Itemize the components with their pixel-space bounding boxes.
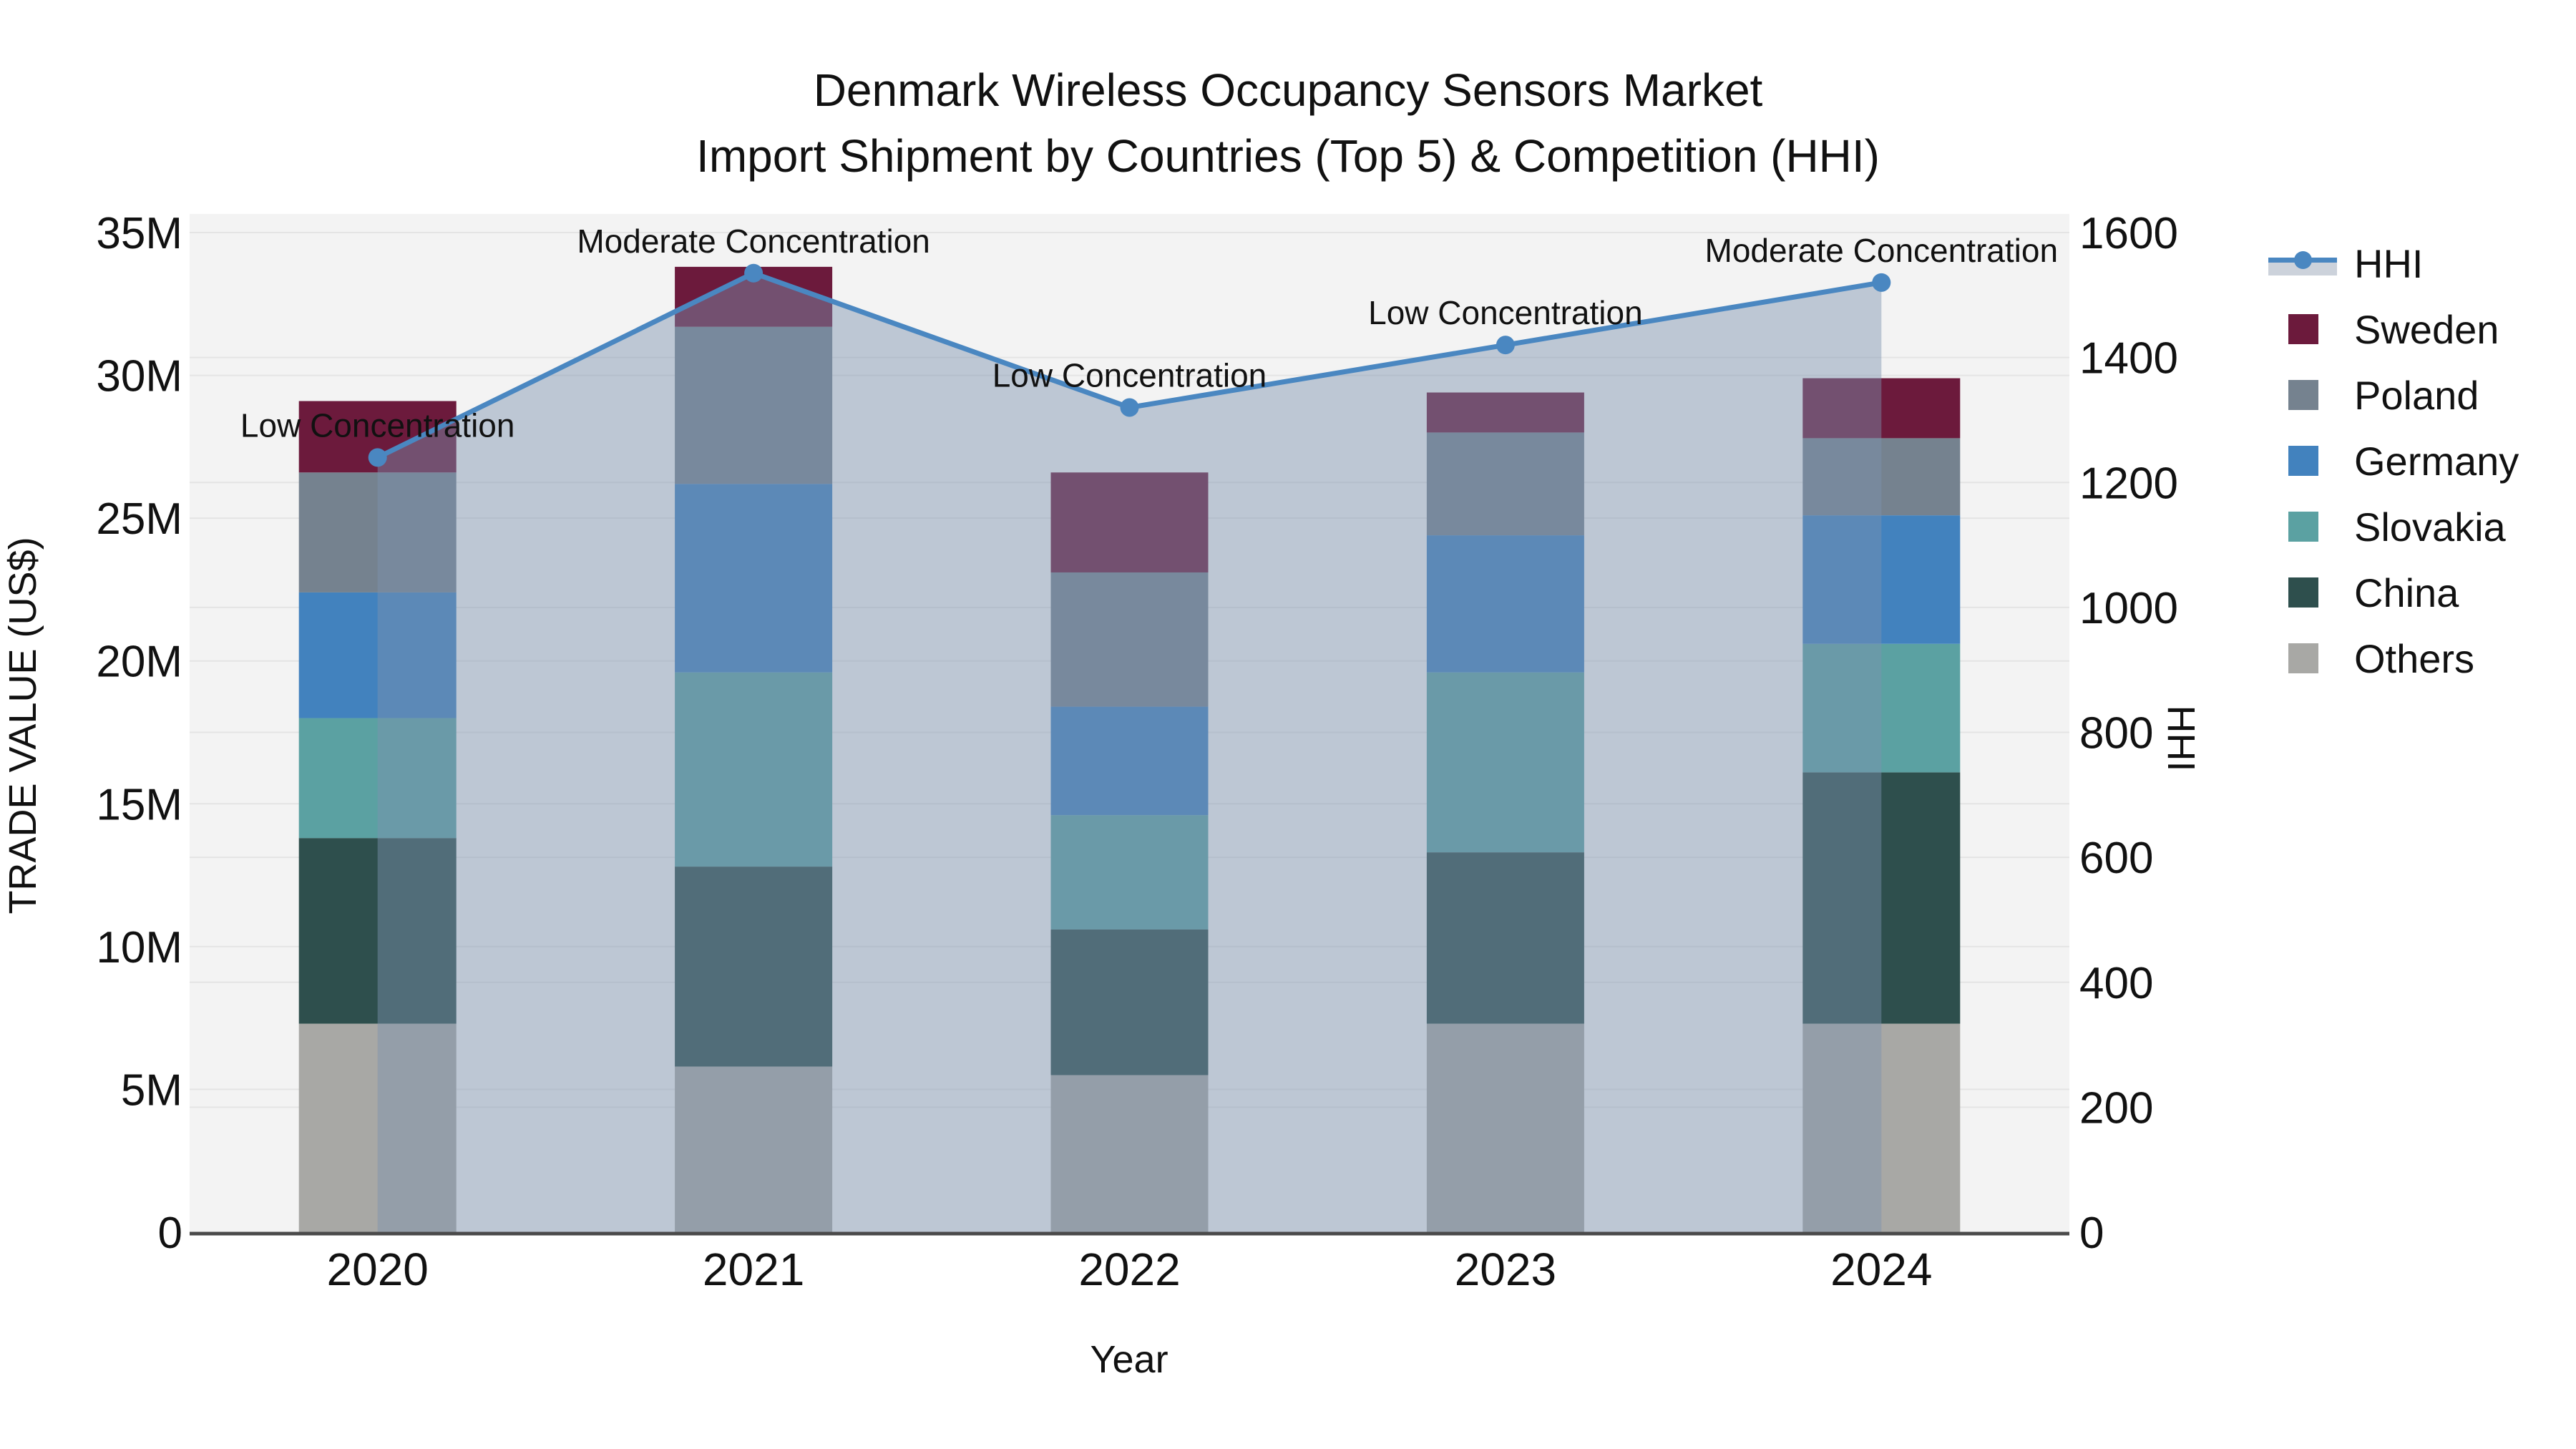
chart-title-line2: Import Shipment by Countries (Top 5) & C… xyxy=(696,130,1880,182)
y-left-tick: 5M xyxy=(121,1065,182,1115)
legend-item-china[interactable]: China xyxy=(2247,560,2519,625)
bar-segment-slovakia-2024[interactable] xyxy=(1802,643,1961,773)
legend-swatch-icon xyxy=(2247,625,2354,691)
hhi-marker-2020[interactable] xyxy=(368,448,387,467)
legend-label: Germany xyxy=(2354,438,2519,484)
y-right-tick: 1000 xyxy=(2079,584,2178,633)
x-tick-2022: 2022 xyxy=(1078,1244,1180,1295)
bar-segment-slovakia-2020[interactable] xyxy=(298,718,457,839)
legend-label: HHI xyxy=(2354,240,2424,286)
hhi-area-fill xyxy=(377,273,1882,1232)
legend-label: China xyxy=(2354,570,2459,615)
y-left-tick: 30M xyxy=(96,352,182,401)
bar-segment-others-2021[interactable] xyxy=(675,1066,833,1232)
y-left-tick: 20M xyxy=(96,638,182,687)
bar-segment-china-2022[interactable] xyxy=(1050,929,1209,1075)
annotation-2024: Moderate Concentration xyxy=(1705,232,2059,269)
x-axis-title: Year xyxy=(1090,1338,1169,1381)
y-right-tick-labels: 0 200 400 600 800 1000 1200 1400 1600 xyxy=(2079,209,2178,1258)
y-right-tick: 600 xyxy=(2079,834,2153,883)
legend-swatch-icon xyxy=(2247,296,2354,362)
x-tick-2024: 2024 xyxy=(1830,1244,1932,1295)
y-right-tick: 0 xyxy=(2079,1209,2104,1258)
y-left-tick: 0 xyxy=(158,1209,182,1258)
bar-segment-poland-2022[interactable] xyxy=(1050,572,1209,707)
legend-label: Poland xyxy=(2354,372,2479,418)
annotation-2022: Low Concentration xyxy=(992,356,1267,394)
x-tick-2020: 2020 xyxy=(327,1244,429,1295)
x-tick-2023: 2023 xyxy=(1455,1244,1556,1295)
bar-segment-poland-2020[interactable] xyxy=(298,472,457,592)
legend-swatch-icon xyxy=(2247,362,2354,428)
chart-title-line1: Denmark Wireless Occupancy Sensors Marke… xyxy=(813,64,1763,116)
x-tick-labels: 2020 2021 2022 2023 2024 xyxy=(327,1244,1933,1295)
y-left-tick: 35M xyxy=(96,209,182,258)
bar-segment-slovakia-2023[interactable] xyxy=(1426,672,1584,853)
bar-segment-others-2024[interactable] xyxy=(1802,1023,1961,1232)
legend-item-poland[interactable]: Poland xyxy=(2247,362,2519,428)
bar-segment-poland-2021[interactable] xyxy=(675,326,833,484)
bar-segment-slovakia-2021[interactable] xyxy=(675,672,833,867)
bar-segment-china-2021[interactable] xyxy=(675,867,833,1067)
hhi-marker-2023[interactable] xyxy=(1496,336,1515,355)
y-right-tick: 1400 xyxy=(2079,334,2178,384)
hhi-marker-2021[interactable] xyxy=(744,263,763,283)
chart-title: Denmark Wireless Occupancy Sensors Marke… xyxy=(0,57,2576,189)
y-right-tick: 200 xyxy=(2079,1083,2153,1133)
annotations: Low Concentration Moderate Concentration L… xyxy=(240,223,2058,444)
legend-swatch-icon xyxy=(2247,560,2354,625)
legend-swatch-icon xyxy=(2247,428,2354,494)
y-right-tick: 800 xyxy=(2079,709,2153,758)
bar-segment-germany-2024[interactable] xyxy=(1802,515,1961,644)
legend-label: Others xyxy=(2354,635,2475,681)
legend-item-germany[interactable]: Germany xyxy=(2247,428,2519,494)
bar-segment-others-2020[interactable] xyxy=(298,1023,457,1232)
legend-item-others[interactable]: Others xyxy=(2247,625,2519,691)
annotation-2023: Low Concentration xyxy=(1368,294,1643,331)
bar-segment-china-2024[interactable] xyxy=(1802,772,1961,1024)
y-left-tick: 25M xyxy=(96,494,182,544)
legend: HHI Sweden Poland Germany Slovakia China Other… xyxy=(2247,230,2519,691)
y-axis-title-right: HHI xyxy=(2160,705,2202,772)
hhi-markers xyxy=(368,263,1891,467)
bar-segment-sweden-2024[interactable] xyxy=(1802,378,1961,439)
annotation-2020: Low Concentration xyxy=(240,406,515,444)
bar-segment-germany-2020[interactable] xyxy=(298,592,457,718)
bar-segment-sweden-2023[interactable] xyxy=(1426,392,1584,433)
bar-segment-germany-2021[interactable] xyxy=(675,484,833,673)
bar-segment-poland-2024[interactable] xyxy=(1802,438,1961,516)
bar-segment-china-2020[interactable] xyxy=(298,838,457,1024)
x-tick-2021: 2021 xyxy=(703,1244,804,1295)
bar-segment-china-2023[interactable] xyxy=(1426,852,1584,1024)
stacked-bars xyxy=(298,266,1961,1232)
y-left-tick-labels: 0 5M 10M 15M 20M 25M 30M 35M xyxy=(96,209,182,1258)
legend-label: Slovakia xyxy=(2354,504,2506,550)
legend-item-hhi[interactable]: HHI xyxy=(2247,230,2519,296)
y-left-tick: 15M xyxy=(96,780,182,829)
bar-segment-others-2022[interactable] xyxy=(1050,1075,1209,1232)
bar-segment-others-2023[interactable] xyxy=(1426,1023,1584,1232)
bar-segment-germany-2023[interactable] xyxy=(1426,535,1584,673)
bar-segment-germany-2022[interactable] xyxy=(1050,706,1209,816)
hhi-marker-2024[interactable] xyxy=(1872,273,1891,292)
legend-item-slovakia[interactable]: Slovakia xyxy=(2247,494,2519,560)
legend-swatch-icon xyxy=(2247,494,2354,560)
legend-hhi-line-icon xyxy=(2247,230,2354,296)
bar-segment-poland-2023[interactable] xyxy=(1426,432,1584,536)
bar-segment-slovakia-2022[interactable] xyxy=(1050,815,1209,930)
y-left-tick: 10M xyxy=(96,923,182,972)
bar-segment-sweden-2022[interactable] xyxy=(1050,472,1209,572)
y-right-tick: 400 xyxy=(2079,959,2153,1008)
legend-item-sweden[interactable]: Sweden xyxy=(2247,296,2519,362)
legend-label: Sweden xyxy=(2354,306,2499,352)
y-right-tick: 1600 xyxy=(2079,209,2178,258)
y-axis-title-left: TRADE VALUE (US$) xyxy=(1,537,44,914)
hhi-marker-2022[interactable] xyxy=(1120,398,1139,417)
y-right-tick: 1200 xyxy=(2079,459,2178,508)
annotation-2021: Moderate Concentration xyxy=(577,223,930,260)
